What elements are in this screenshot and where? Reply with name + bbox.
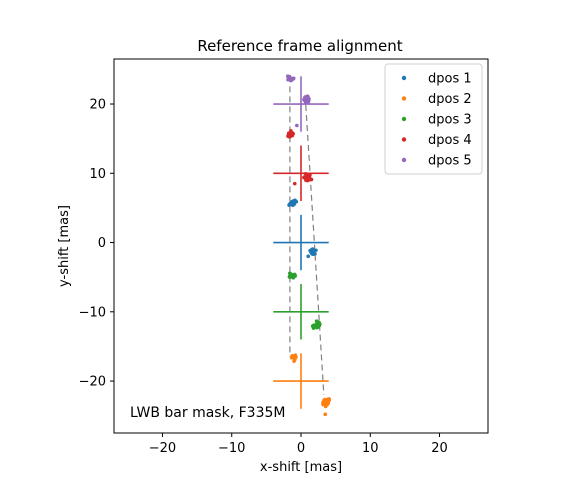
legend-marker-dpos2 [401,96,407,101]
data-point-dpos4 [288,134,292,139]
legend-label-dpos1: dpos 1 [428,72,472,87]
data-point-dpos2 [326,398,330,402]
data-point-dpos1 [287,203,291,207]
plot-area [273,74,332,417]
y-tick-label: 0 [98,236,106,251]
data-point-dpos2 [321,402,326,407]
data-point-dpos4 [309,177,314,182]
data-point-dpos3 [293,274,298,278]
data-point-dpos2 [322,399,327,403]
y-axis-label: y-shift [mas] [57,205,72,287]
legend-marker-dpos5 [401,157,407,163]
data-point-dpos5 [286,75,290,79]
data-point-dpos1 [290,200,294,205]
y-tick-label: −10 [79,305,106,320]
data-point-dpos4 [292,181,297,186]
y-tick-label: 20 [89,98,106,113]
data-point-dpos5 [286,77,290,82]
legend-label-dpos5: dpos 5 [428,154,472,169]
data-point-dpos1 [314,248,318,253]
legend-box [384,63,483,175]
chart-title: Reference frame alignment [197,37,402,55]
data-point-dpos3 [314,322,319,327]
data-point-dpos2 [325,401,330,406]
data-point-dpos4 [286,131,291,135]
x-tick-label: 0 [297,441,305,456]
legend-marker-dpos3 [401,116,407,122]
legend-marker-dpos4 [401,137,407,142]
data-point-dpos4 [305,178,310,183]
legend-label-dpos2: dpos 2 [428,92,472,107]
data-point-dpos3 [317,323,322,328]
x-tick-label: −10 [218,441,245,456]
legend-label-dpos3: dpos 3 [428,113,472,128]
annotation-text: LWB bar mask, F335M [130,405,285,421]
data-point-dpos1 [306,254,310,259]
data-point-dpos5 [289,78,293,83]
data-point-dpos4 [302,175,306,180]
y-tick-label: 10 [89,167,106,182]
data-point-dpos5 [303,101,308,105]
data-point-dpos5 [302,97,306,102]
y-tick-label: −20 [79,375,106,390]
legend-label-dpos4: dpos 4 [428,133,472,148]
legend: dpos 1 dpos 2 dpos 3 dpos 4 dpos 5 [384,63,483,175]
x-axis-label: x-shift [mas] [260,460,342,475]
legend-marker-dpos1 [401,75,407,81]
x-tick-label: −20 [149,441,176,456]
data-point-dpos5 [295,123,299,128]
data-point-dpos3 [312,324,316,329]
axis-ticks: −20 −10 0 10 20 −20 −10 0 10 20 [79,98,448,456]
data-point-dpos1 [308,248,312,253]
data-point-dpos2 [323,412,328,417]
data-point-dpos1 [310,252,315,256]
guide-line-2 [304,94,325,395]
data-point-dpos2 [292,355,297,360]
x-tick-label: 10 [362,441,379,456]
x-tick-label: 20 [431,441,448,456]
data-point-dpos1 [294,199,299,204]
